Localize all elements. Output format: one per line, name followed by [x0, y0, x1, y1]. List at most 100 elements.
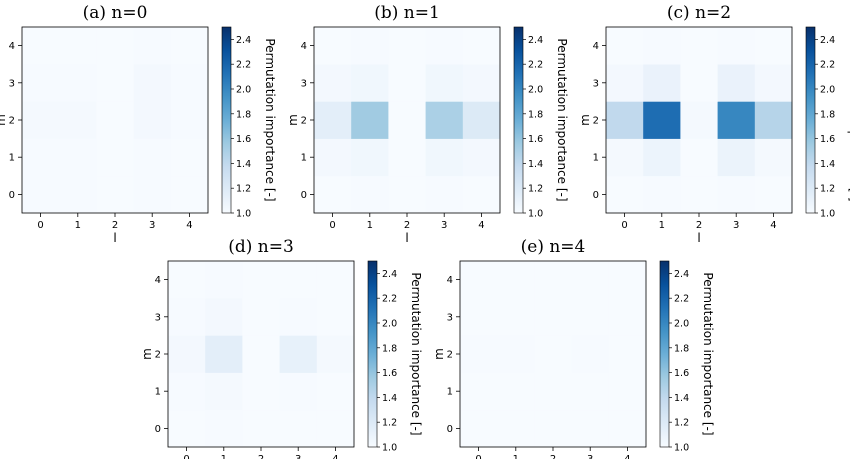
heatmap-cell — [279, 409, 318, 448]
x-tick-label: 0 — [475, 454, 481, 459]
heatmap-cell — [643, 101, 681, 139]
panel-3: (c) n=2 0 1 2 3 4 l 0 1 2 3 4 m 1.0 1.2 1.4 1.6 1.8 2.0 2.2… — [578, 3, 850, 245]
colorbar-tick-label: 1.0 — [674, 443, 689, 454]
colorbar-tick-label: 2.2 — [674, 294, 689, 305]
heatmap-cell — [242, 298, 280, 336]
colorbar-tick-label: 1.0 — [382, 443, 397, 454]
y-tick-label: 3 — [447, 312, 453, 323]
heatmap-cell — [314, 101, 352, 139]
heatmap-cell — [133, 101, 172, 139]
heatmap-cell — [168, 335, 206, 373]
heatmap-cell — [462, 138, 501, 177]
heatmap-cell — [606, 27, 644, 65]
heatmap-cell — [608, 298, 647, 336]
colorbar-tick-label: 1.2 — [820, 184, 835, 195]
y-tick-label: 0 — [155, 424, 161, 435]
colorbar — [368, 261, 377, 447]
heatmap-cell — [168, 372, 206, 411]
x-axis-label: l — [697, 231, 700, 245]
colorbar-tick-label: 2.2 — [236, 60, 251, 71]
y-tick-label: 4 — [9, 41, 15, 52]
colorbar-tick-label: 2.0 — [382, 319, 397, 330]
heatmap-cell — [170, 175, 209, 214]
y-tick-label: 3 — [9, 78, 15, 89]
colorbar-tick-label: 1.4 — [820, 159, 835, 170]
y-tick-label: 2 — [155, 350, 161, 361]
x-tick-label: 1 — [513, 454, 519, 459]
heatmap-cell — [717, 27, 756, 65]
heatmap-cell — [133, 27, 172, 65]
x-tick-label: 3 — [149, 220, 155, 231]
x-tick-label: 0 — [37, 220, 43, 231]
heatmap-cell — [754, 101, 793, 139]
colorbar-label: Permutation importance [-] — [701, 272, 715, 435]
y-tick-label: 4 — [447, 275, 453, 286]
colorbar-label: Permutation importance [-] — [847, 38, 850, 201]
heatmap-cell — [242, 335, 280, 373]
colorbar-tick-label: 2.4 — [674, 269, 689, 280]
colorbar-tick-label: 1.8 — [528, 109, 543, 120]
heatmap-cell — [242, 409, 280, 448]
heatmap-cell — [168, 298, 206, 336]
heatmap-cell — [59, 64, 97, 102]
colorbar-tick-label: 2.4 — [820, 35, 835, 46]
panel-title: (c) n=2 — [667, 3, 731, 23]
heatmap-cell — [462, 101, 501, 139]
colorbar-tick-label: 1.4 — [236, 159, 251, 170]
colorbar-tick-label: 2.0 — [528, 85, 543, 96]
heatmap-cell — [351, 27, 389, 65]
x-axis-label: l — [405, 231, 408, 245]
heatmap-cell — [534, 372, 572, 411]
x-axis-label: l — [113, 231, 116, 245]
heatmap-cell — [425, 101, 464, 139]
heatmap-cell — [96, 175, 134, 214]
heatmap-cell — [59, 138, 97, 177]
x-tick-label: 4 — [624, 454, 630, 459]
y-tick-label: 1 — [447, 387, 453, 398]
heatmap-cell — [168, 409, 206, 448]
heatmap-cell — [571, 372, 610, 411]
heatmap-cell — [754, 138, 793, 177]
y-tick-label: 0 — [9, 190, 15, 201]
colorbar-tick-label: 1.6 — [236, 134, 251, 145]
y-tick-label: 1 — [593, 153, 599, 164]
colorbar-tick-label: 1.2 — [236, 184, 251, 195]
y-tick-label: 0 — [447, 424, 453, 435]
y-tick-label: 4 — [593, 41, 599, 52]
heatmap-cell — [22, 64, 60, 102]
heatmap-cell — [497, 261, 535, 299]
heatmap-cell — [497, 298, 535, 336]
heatmap-cell — [205, 261, 243, 299]
colorbar-frame — [659, 260, 670, 448]
y-tick-label: 4 — [301, 41, 307, 52]
heatmap-cell — [462, 175, 501, 214]
heatmap-cell — [279, 335, 318, 373]
y-tick-label: 1 — [155, 387, 161, 398]
y-tick-label: 3 — [155, 312, 161, 323]
heatmap-cell — [351, 138, 389, 177]
heatmap-cell — [242, 261, 280, 299]
heatmap-cell — [22, 138, 60, 177]
heatmap-cell — [680, 27, 718, 65]
colorbar-frame — [513, 26, 524, 214]
panel-title: (a) n=0 — [83, 3, 148, 23]
x-tick-label: 3 — [587, 454, 593, 459]
x-tick-label: 2 — [112, 220, 118, 231]
colorbar-label: Permutation importance [-] — [409, 272, 423, 435]
colorbar-tick-label: 2.0 — [236, 85, 251, 96]
heatmap-cell — [351, 101, 389, 139]
heatmap-cell — [460, 261, 498, 299]
y-tick-label: 1 — [301, 153, 307, 164]
heatmap-cell — [460, 335, 498, 373]
colorbar-tick-label: 1.0 — [820, 209, 835, 220]
heatmap-cell — [316, 372, 355, 411]
heatmap-cell — [717, 138, 756, 177]
y-tick-label: 0 — [593, 190, 599, 201]
colorbar — [514, 27, 523, 213]
colorbar-tick-label: 2.2 — [820, 60, 835, 71]
heatmap-cell — [608, 372, 647, 411]
heatmap-cell — [643, 138, 681, 177]
x-tick-label: 1 — [221, 454, 227, 459]
y-tick-label: 2 — [301, 116, 307, 127]
x-tick-label: 1 — [659, 220, 665, 231]
